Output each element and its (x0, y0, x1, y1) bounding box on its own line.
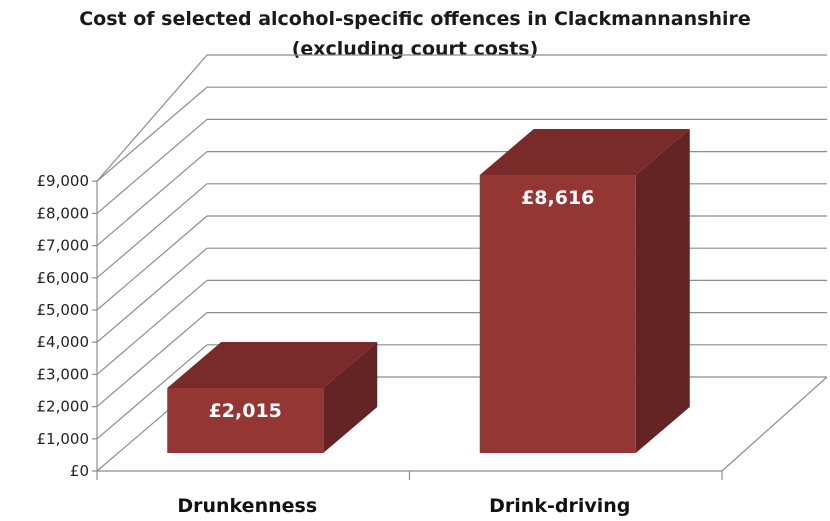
y-tick-label: £7,000 (37, 237, 90, 255)
gridline-diagonal (96, 118, 208, 214)
bar-top (479, 129, 690, 175)
gridline-diagonal (96, 151, 208, 247)
bar (167, 387, 324, 453)
y-tick-label: £0 (70, 462, 89, 480)
gridline-diagonal (96, 215, 208, 311)
x-tick-label: Drink-driving (489, 495, 630, 517)
chart-title: Cost of selected alcohol-specific offenc… (79, 8, 751, 30)
y-tick-label: £1,000 (37, 430, 90, 448)
bar (479, 175, 636, 453)
y-tick-label: £3,000 (37, 365, 90, 383)
y-tick-label: £5,000 (37, 301, 90, 319)
gridline-diagonal (96, 312, 208, 408)
y-tick-label: £6,000 (37, 269, 90, 287)
gridline-diagonal (96, 279, 208, 375)
y-tick-label: £8,000 (37, 204, 90, 222)
bar-top (167, 341, 378, 388)
gridline-diagonal (96, 344, 208, 440)
y-tick-label: £9,000 (37, 172, 90, 190)
data-label: £8,616 (521, 187, 594, 209)
gridline-diagonal (96, 183, 208, 279)
gridline-diagonal (96, 247, 208, 343)
bar-side (323, 341, 378, 453)
y-tick-label: £2,000 (37, 398, 90, 416)
floor-right-edge (721, 376, 828, 472)
x-tick-label: Drunkenness (177, 495, 317, 517)
y-tick-label: £4,000 (37, 333, 90, 351)
gridline-diagonal (96, 86, 208, 182)
bar-side (635, 129, 690, 453)
gridline-diagonal-top (96, 54, 208, 182)
data-label: £2,015 (209, 400, 282, 422)
